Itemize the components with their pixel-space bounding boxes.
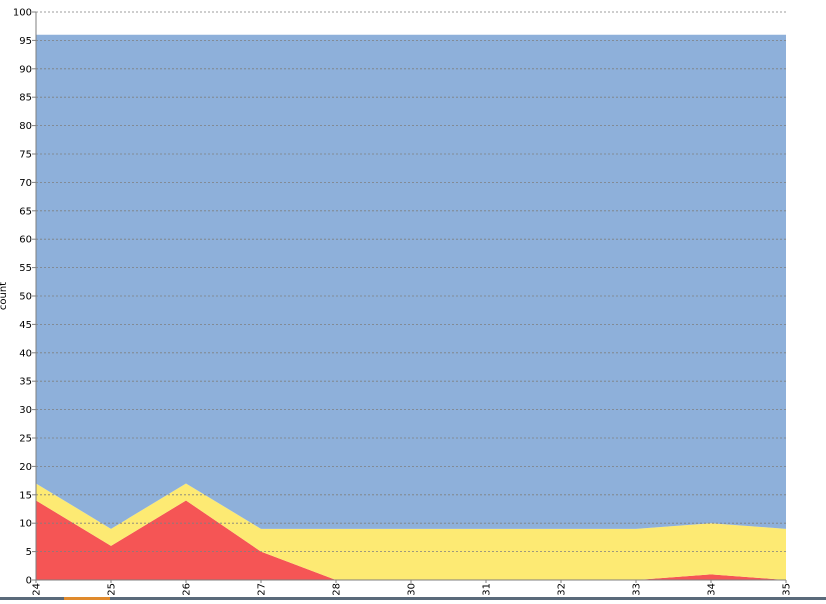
scrollbar-thumb[interactable] [64,597,110,600]
y-tick-label-55: 55 [19,263,32,274]
x-tick-label-27: 27 [257,583,268,596]
y-tick-label-50: 50 [19,292,32,303]
x-tick-label-26: 26 [182,583,193,596]
area-series-1 [36,500,786,580]
x-tick-label-25: 25 [107,583,118,596]
y-tick-label-70: 70 [19,178,32,189]
x-axis-ticks: 24 25 26 27 28 30 31 32 33 34 35 [32,580,793,596]
x-tick-label-24: 24 [32,583,43,596]
y-tick-label-100: 100 [13,8,32,19]
x-tick-label-32: 32 [557,583,568,596]
y-tick-label-15: 15 [19,490,32,501]
y-tick-label-40: 40 [19,348,32,359]
y-tick-label-60: 60 [19,235,32,246]
x-tick-label-35: 35 [782,583,793,596]
x-tick-label-28: 28 [332,583,343,596]
y-tick-label-25: 25 [19,434,32,445]
y-tick-label-65: 65 [19,206,32,217]
y-tick-label-45: 45 [19,320,32,331]
y-axis-ticks: 0 5 10 15 20 25 30 35 40 45 50 55 60 65 70 75 80 85 90 95 10… [13,8,36,587]
x-tick-label-34: 34 [707,583,718,596]
y-tick-label-35: 35 [19,377,32,388]
y-tick-label-85: 85 [19,93,32,104]
x-tick-label-31: 31 [482,583,493,596]
y-tick-label-80: 80 [19,121,32,132]
x-tick-label-33: 33 [632,583,643,596]
y-tick-label-0: 0 [26,576,32,587]
y-tick-label-90: 90 [19,64,32,75]
y-tick-label-5: 5 [26,547,32,558]
y-tick-label-75: 75 [19,150,32,161]
y-tick-label-30: 30 [19,405,32,416]
bottom-scrollbar[interactable] [0,597,826,600]
area-series-2 [36,483,786,580]
series-areas [36,11,786,580]
x-tick-label-30: 30 [407,583,418,596]
area-series-3 [36,34,786,529]
y-tick-label-10: 10 [19,519,32,530]
y-tick-label-95: 95 [19,36,32,47]
y-tick-label-20: 20 [19,462,32,473]
y-axis-label: count [0,282,9,310]
